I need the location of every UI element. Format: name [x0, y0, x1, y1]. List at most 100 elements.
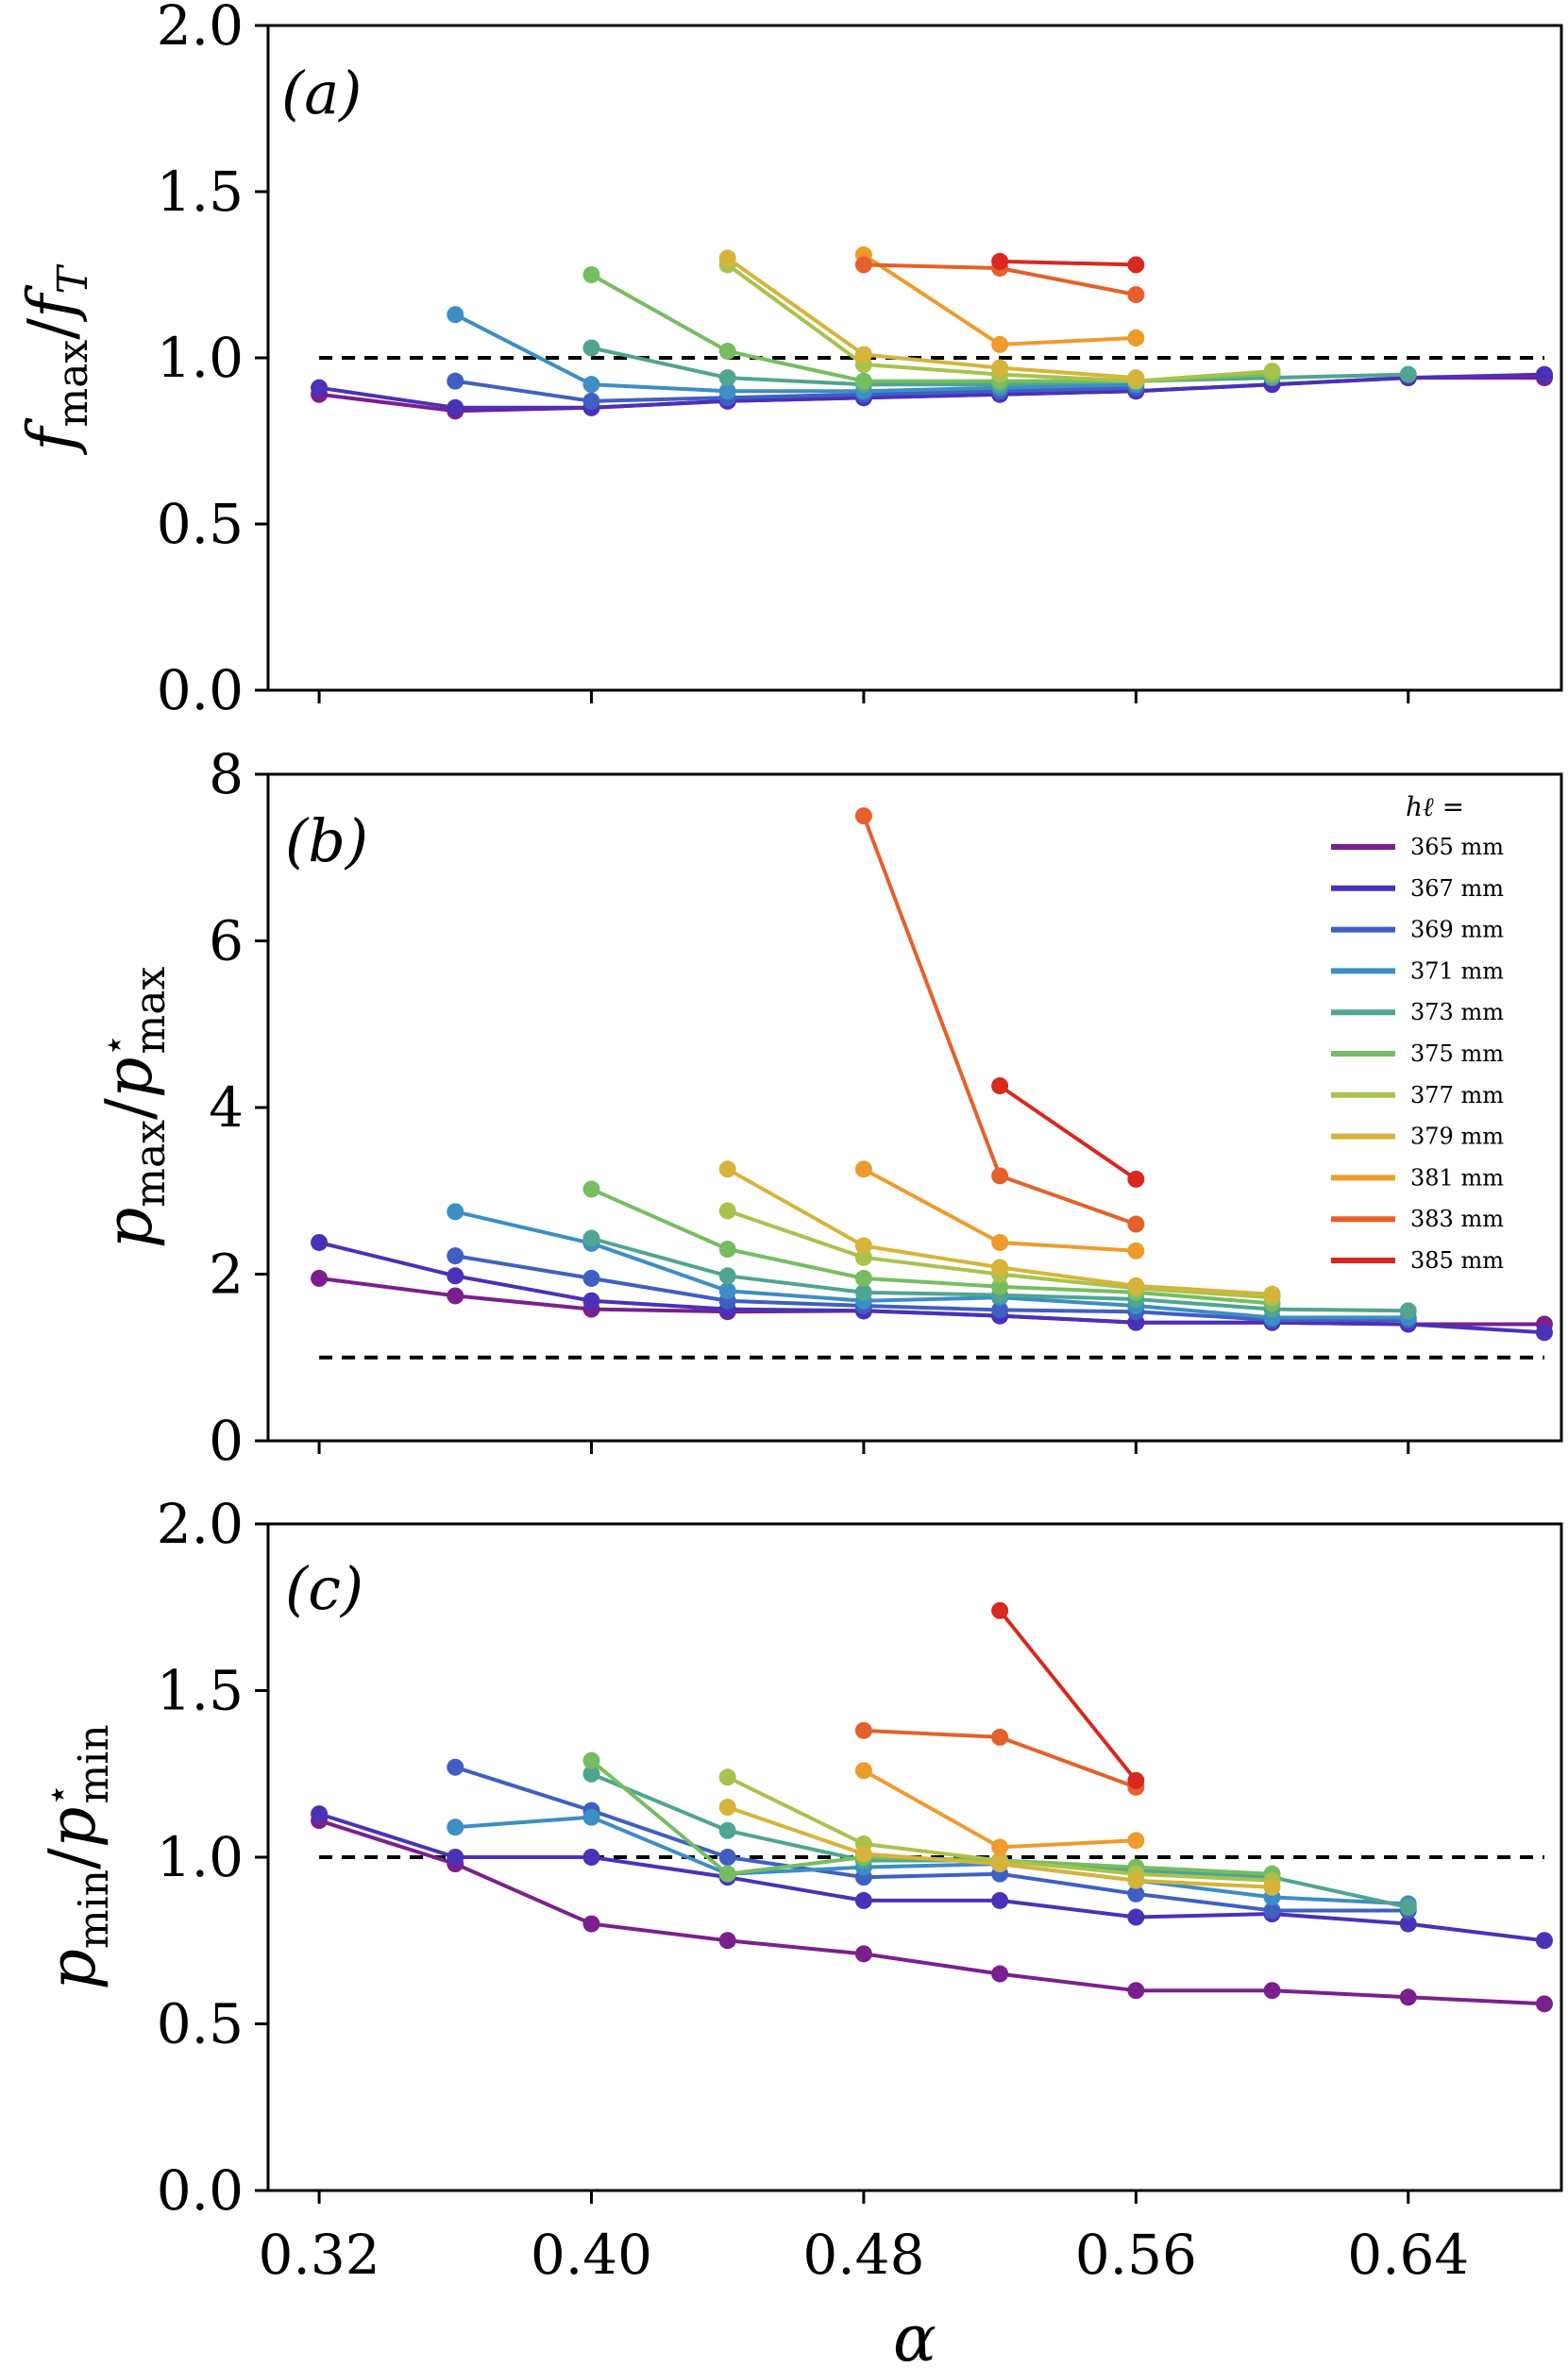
series-line-375 [590, 1187, 1273, 1306]
data-point-381 [1127, 1832, 1145, 1850]
panel-a-plot: 0.0 0.5 1.0 1.5 2.0 [157, 0, 1553, 722]
y-tick-label: 2.0 [157, 0, 244, 58]
data-point-385 [1127, 1170, 1145, 1188]
data-point-379 [991, 1855, 1009, 1873]
x-tick-label: 0.40 [531, 2223, 652, 2287]
panel-c-label: (c) [285, 1554, 363, 1623]
y-tick-label: 0.5 [157, 1992, 244, 2056]
data-point-379 [991, 1259, 1009, 1277]
data-point-371 [718, 382, 736, 400]
y-tick-label: 0.0 [157, 2158, 244, 2223]
data-point-375 [718, 342, 736, 360]
data-point-365 [854, 1945, 872, 1963]
panel-c-ylabel: pmin/p⋆min [36, 1724, 118, 1989]
data-point-375 [854, 372, 872, 390]
series-line-367 [318, 1241, 1545, 1335]
data-point-367 [447, 1849, 464, 1866]
data-point-375 [718, 1865, 736, 1883]
legend-label-373: 373 mm [1410, 999, 1504, 1025]
series-line-375 [590, 273, 1273, 383]
data-point-371 [447, 1203, 464, 1221]
panel-b-plot: 0 2 4 6 8 [209, 742, 1553, 1473]
data-point-379 [991, 359, 1009, 377]
y-tick-label: 0.5 [157, 492, 244, 556]
data-point-379 [854, 1237, 872, 1255]
panel-b-label: (b) [285, 806, 368, 875]
data-point-367 [1535, 1932, 1553, 1950]
y-tick-label: 0.0 [157, 658, 244, 722]
data-point-367 [582, 1292, 600, 1310]
data-point-381 [991, 335, 1009, 353]
series-line-365 [318, 1818, 1545, 2006]
x-tick-label: 0.64 [1347, 2223, 1469, 2287]
data-point-385 [991, 1601, 1009, 1619]
data-point-383 [854, 256, 872, 274]
data-point-381 [991, 1233, 1009, 1251]
data-point-371 [447, 306, 464, 324]
data-point-369 [1263, 1902, 1281, 1920]
data-point-375 [582, 1751, 600, 1769]
y-tick-label: 1.5 [157, 160, 244, 224]
data-point-381 [854, 1160, 872, 1178]
data-point-383 [1127, 1215, 1145, 1233]
data-point-367 [311, 1805, 329, 1823]
data-point-367 [447, 1267, 464, 1285]
data-point-373 [718, 369, 736, 387]
data-point-373 [582, 1229, 600, 1247]
data-point-381 [1127, 1242, 1145, 1260]
series-line-371 [454, 313, 1137, 394]
legend-label-383: 383 mm [1410, 1206, 1504, 1232]
y-tick-label: 8 [209, 742, 244, 806]
y-tick-label: 1.5 [157, 1659, 244, 1723]
data-point-379 [1127, 1871, 1145, 1889]
legend-title: hℓ = [1406, 791, 1464, 822]
x-tick-label: 0.56 [1075, 2223, 1197, 2287]
data-point-365 [1535, 1995, 1553, 2013]
series-line-369 [455, 379, 1137, 403]
legend-label-365: 365 mm [1410, 834, 1504, 860]
data-point-385 [1127, 256, 1145, 274]
data-point-377 [854, 1248, 872, 1266]
data-point-371 [718, 1282, 736, 1300]
x-tick-label: 0.48 [802, 2223, 924, 2287]
data-point-367 [991, 1891, 1009, 1909]
data-point-371 [582, 376, 600, 394]
series-line-367 [318, 372, 1545, 410]
x-axis-label: α [893, 2302, 936, 2368]
y-tick-label: 4 [209, 1075, 244, 1140]
series-line-385 [1000, 259, 1137, 267]
data-point-367 [1535, 365, 1553, 383]
data-point-379 [718, 1799, 736, 1817]
data-point-375 [991, 1277, 1009, 1295]
data-point-383 [854, 807, 872, 825]
data-point-369 [447, 1247, 464, 1265]
legend-label-369: 369 mm [1410, 917, 1504, 943]
data-point-373 [582, 1765, 600, 1783]
data-point-377 [1263, 363, 1281, 381]
data-point-371 [582, 1808, 600, 1826]
legend-label-377: 377 mm [1410, 1082, 1504, 1108]
data-point-365 [991, 1965, 1009, 1983]
data-point-379 [1127, 369, 1145, 387]
y-tick-label: 0 [209, 1409, 244, 1473]
data-point-365 [1399, 1988, 1417, 2006]
series-line-385 [998, 1609, 1138, 1783]
data-point-365 [718, 1932, 736, 1950]
series-line-369 [454, 1765, 1408, 1913]
data-point-385 [991, 252, 1009, 270]
data-point-365 [311, 1269, 329, 1287]
data-point-381 [1127, 329, 1145, 347]
data-point-375 [582, 1180, 600, 1198]
data-point-379 [718, 249, 736, 267]
data-point-373 [854, 1283, 872, 1301]
data-point-379 [854, 346, 872, 364]
series-line-371 [454, 1209, 1408, 1320]
panel-a-ylabel: fmax/fT [15, 263, 97, 456]
data-point-369 [1127, 1885, 1145, 1903]
panel-b-ylabel: pmax/p⋆max [93, 967, 175, 1249]
y-tick-label: 1.0 [157, 1825, 244, 1889]
data-point-367 [311, 379, 329, 397]
data-point-367 [447, 398, 464, 416]
data-point-373 [582, 339, 600, 357]
